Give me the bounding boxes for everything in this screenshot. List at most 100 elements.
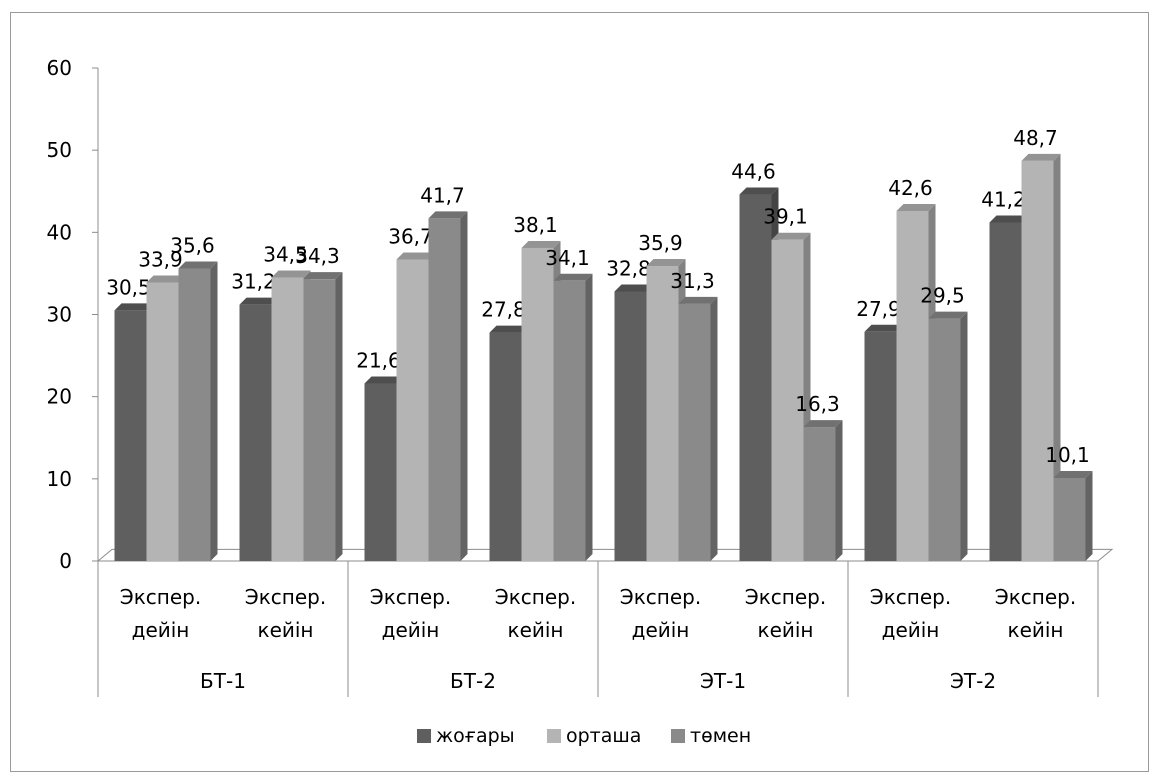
bar [678,303,711,561]
bar-top [864,324,904,332]
bar [396,259,429,561]
legend-swatch [671,729,685,743]
bar [739,194,772,561]
data-label: 34,3 [295,244,340,268]
data-label: 27,8 [481,298,526,322]
y-tick-label: 30 [47,303,72,327]
bar-top [989,215,1029,223]
group-label: БТ-2 [450,669,496,693]
bar [239,304,272,561]
bar-top [239,297,279,305]
data-label: 44,6 [731,160,776,184]
y-tick-label: 60 [47,56,72,80]
bar [178,268,211,561]
data-label: 29,5 [920,284,965,308]
bar [646,266,679,561]
bar [864,331,897,561]
bar [614,291,647,561]
category-label: кейін [757,618,813,642]
bar-top [771,232,811,240]
bar-top [1021,153,1061,161]
bar [1053,478,1086,561]
data-label: 41,2 [981,187,1026,211]
data-label: 35,9 [638,231,683,255]
bar-top [1053,471,1093,479]
bar-top [928,311,968,319]
bar-side [460,211,468,562]
bar-side [710,296,718,561]
bar-top [114,303,154,311]
bar [146,282,179,561]
y-tick-label: 20 [47,385,72,409]
data-label: 34,5 [263,243,308,267]
bar [989,222,1022,561]
bar-side [835,420,843,561]
y-tick-label: 0 [59,549,72,573]
bar-top [178,261,218,269]
data-label: 21,6 [356,349,401,373]
bar-top [896,203,936,211]
bar [428,218,461,562]
group-label: ЭТ-2 [950,669,996,693]
category-label: Экспер. [120,585,201,609]
bar-top [553,273,593,281]
bar [114,310,147,561]
category-label: дейін [132,618,190,642]
legend-swatch [417,729,431,743]
bar-top [521,240,561,248]
bar-side [335,272,343,561]
category-label: дейін [632,618,690,642]
legend-label: төмен [690,725,751,747]
data-label: 30,5 [106,275,151,299]
bar-top [646,259,686,267]
bar [489,332,522,561]
legend-label: жоғары [436,725,515,747]
group-label: ЭТ-1 [700,669,746,693]
data-label: 32,8 [606,256,651,280]
legend-swatch [547,729,561,743]
bar-side [1085,471,1093,561]
data-label: 27,9 [856,297,901,321]
bar [803,427,836,561]
bar-top [146,275,186,283]
bar [271,277,304,561]
data-label: 31,3 [670,269,715,293]
bar-top [428,211,468,219]
y-tick-label: 10 [47,467,72,491]
data-label: 34,1 [545,246,590,270]
bar-top [739,187,779,195]
bar-top [364,376,404,384]
category-label: дейін [382,618,440,642]
bar-top [803,420,843,428]
bar [553,280,586,561]
group-label: БТ-1 [200,669,246,693]
category-label: Экспер. [745,585,826,609]
data-label: 41,7 [420,183,465,207]
bar-side [585,273,593,561]
bar-top [271,270,311,278]
category-label: Экспер. [495,585,576,609]
data-label: 10,1 [1045,443,1090,467]
data-label: 33,9 [138,247,183,271]
data-label: 16,3 [795,392,840,416]
bar [771,239,804,561]
category-label: кейін [1007,618,1063,642]
category-label: Экспер. [995,585,1076,609]
bar [1021,160,1054,561]
bar-top [678,296,718,304]
data-label: 48,7 [1013,126,1058,150]
bar [896,210,929,561]
bar-top [396,252,436,260]
bar-side [210,261,218,561]
category-label: Экспер. [245,585,326,609]
data-label: 36,7 [388,224,433,248]
bar [364,383,397,561]
bar-top [303,272,343,280]
bar [303,279,336,561]
category-label: Экспер. [620,585,701,609]
data-label: 42,6 [888,176,933,200]
bar [928,318,961,561]
y-tick-label: 40 [47,220,72,244]
bar-side [1053,153,1061,561]
